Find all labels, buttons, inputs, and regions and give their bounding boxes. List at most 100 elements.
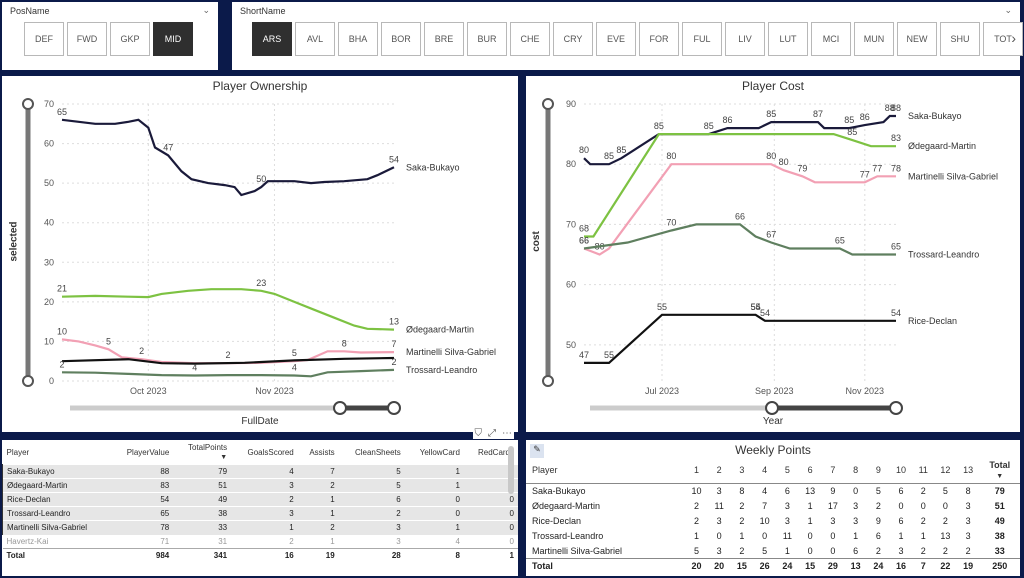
column-header[interactable]: 9 <box>875 465 881 475</box>
table-cell: 2 <box>739 501 745 511</box>
total-cell: 19 <box>956 558 980 574</box>
column-header[interactable]: Player <box>6 447 30 457</box>
column-header[interactable]: YellowCard <box>419 447 460 457</box>
team-chip-bur[interactable]: BUR <box>467 22 507 56</box>
team-chip-lut[interactable]: LUT <box>768 22 808 56</box>
table-cell: 1 <box>807 501 813 511</box>
data-label: 86 <box>860 112 870 122</box>
data-label: 10 <box>57 326 67 336</box>
table-cell: 11 <box>782 531 793 541</box>
column-header[interactable]: 3 <box>739 465 745 475</box>
team-chip-tot[interactable]: TOT <box>983 22 1023 56</box>
column-header[interactable]: 13 <box>963 465 974 475</box>
team-chip-for[interactable]: FOR <box>639 22 679 56</box>
data-label: 80 <box>766 151 776 161</box>
total-cell: 22 <box>934 558 957 574</box>
slider-handle[interactable] <box>387 401 401 415</box>
table-row[interactable]: Saka-Bukayo887947510 <box>2 464 518 479</box>
slider-handle[interactable] <box>889 401 903 415</box>
slider-handle[interactable] <box>22 375 34 387</box>
pos-chip-mid[interactable]: MID <box>153 22 193 56</box>
team-chip-mci[interactable]: MCI <box>811 22 851 56</box>
team-chip-bor[interactable]: BOR <box>381 22 421 56</box>
table-scrollbar[interactable] <box>508 446 514 494</box>
data-label: 7 <box>391 339 396 349</box>
column-header[interactable]: 12 <box>940 465 951 475</box>
data-label: 67 <box>766 230 776 240</box>
team-chip-bre[interactable]: BRE <box>424 22 464 56</box>
team-chip-liv[interactable]: LIV <box>725 22 765 56</box>
series-line-trossard-leandro <box>583 223 896 256</box>
table-row[interactable]: Ødegaard-Martin 2 11 2 7 3 1 17 3 2 0 0 0 3 51 <box>526 499 1020 514</box>
table-cell: 0 <box>404 506 464 521</box>
sort-desc-icon: ▼ <box>220 454 228 461</box>
table-row[interactable]: Rice-Declan 2 3 2 10 3 1 3 3 9 6 2 2 3 49 <box>526 514 1020 529</box>
table-row[interactable]: Havertz-Kai 71 31 2 1 3 4 0 <box>2 534 518 549</box>
data-label: 87 <box>813 109 823 119</box>
data-label: 5 <box>106 336 111 346</box>
slider-handle[interactable] <box>333 401 347 415</box>
slider-handle[interactable] <box>542 98 554 110</box>
table-row[interactable]: Martinelli Silva-Gabriel 5 3 2 5 1 0 0 6 2 3 2 2 2 33 <box>526 544 1020 559</box>
column-header[interactable]: PlayerValue <box>126 447 170 457</box>
table-cell: 1 <box>739 531 745 541</box>
team-chip-bha[interactable]: BHA <box>338 22 378 56</box>
column-header[interactable]: 7 <box>830 465 836 475</box>
pos-chip-gkp[interactable]: GKP <box>110 22 150 56</box>
table-cell: Saka-Bukayo <box>2 464 112 479</box>
table-cell: 33 <box>994 545 1005 556</box>
more-options-icon[interactable]: ⋯ <box>502 428 512 439</box>
table-row[interactable]: Martinelli Silva-Gabriel 78 33 1 2 3 1 0 <box>2 520 518 535</box>
slider-handle[interactable] <box>542 375 554 387</box>
slider-handle[interactable] <box>22 98 34 110</box>
team-chip-cry[interactable]: CRY <box>553 22 593 56</box>
team-chip-ars[interactable]: ARS <box>252 22 292 56</box>
table-cell: 1 <box>404 520 464 535</box>
pos-chip-def[interactable]: DEF <box>24 22 64 56</box>
team-chip-new[interactable]: NEW <box>897 22 937 56</box>
column-header[interactable]: Assists <box>309 447 335 457</box>
column-header[interactable]: 8 <box>853 465 859 475</box>
cost-chart-panel: Player Cost 50 60 70 80 90 Jul 2023 Sep 2023 No… <box>526 76 1020 432</box>
data-label: 2 <box>139 346 144 356</box>
team-chip-eve[interactable]: EVE <box>596 22 636 56</box>
team-chip-shu[interactable]: SHU <box>940 22 980 56</box>
table-cell: 3 <box>965 531 971 541</box>
column-header[interactable]: 11 <box>918 465 928 475</box>
column-header[interactable]: Total ▼ <box>989 460 1011 480</box>
column-header[interactable]: 6 <box>807 465 813 475</box>
column-header[interactable]: Player <box>532 465 558 475</box>
slider-handle[interactable] <box>765 401 779 415</box>
team-chip-che[interactable]: CHE <box>510 22 550 56</box>
table-cell: 17 <box>827 501 838 511</box>
table-row[interactable]: Ødegaard-Martin835132510 <box>2 478 518 493</box>
total-cell: 984 <box>111 548 174 563</box>
table-row[interactable]: Trossard-Leandro 65 38 3 1 2 0 0 <box>2 506 518 521</box>
table-cell: 3 <box>965 516 971 526</box>
data-label: 68 <box>579 223 589 233</box>
column-header[interactable]: 2 <box>716 465 722 475</box>
column-header[interactable]: 1 <box>693 465 699 475</box>
column-header[interactable]: TotalPoints ▼ <box>188 443 228 461</box>
chevron-down-icon[interactable]: ⌄ <box>1004 5 1012 15</box>
team-chip-ful[interactable]: FUL <box>682 22 722 56</box>
column-header[interactable]: RedCards <box>477 447 514 457</box>
team-chip-mun[interactable]: MUN <box>854 22 894 56</box>
edit-icon[interactable]: ✎ <box>530 444 544 458</box>
table-row[interactable]: Rice-Declan 54 49 2 1 6 0 0 <box>2 492 518 507</box>
pos-chip-fwd[interactable]: FWD <box>67 22 107 56</box>
y-tick-label: 0 <box>49 376 54 386</box>
filter-icon[interactable]: ⛉ <box>474 428 483 439</box>
column-header[interactable]: CleanSheets <box>354 447 401 457</box>
chevron-down-icon[interactable]: ⌄ <box>202 5 210 15</box>
chevron-right-icon[interactable]: › <box>1011 30 1016 46</box>
column-header[interactable]: 5 <box>784 465 790 475</box>
table-row[interactable]: Trossard-Leandro 1 0 1 0 11 0 0 1 6 1 1 13 3 38 <box>526 529 1020 544</box>
data-label: 55 <box>751 302 761 312</box>
column-header[interactable]: GoalsScored <box>247 447 294 457</box>
focus-mode-icon[interactable]: ⤢ <box>488 428 496 439</box>
column-header[interactable]: 10 <box>896 465 907 475</box>
column-header[interactable]: 4 <box>762 465 768 475</box>
table-row[interactable]: Saka-Bukayo 10 3 8 4 6 13 9 0 5 6 2 5 8 79 <box>526 483 1020 499</box>
team-chip-avl[interactable]: AVL <box>295 22 335 56</box>
